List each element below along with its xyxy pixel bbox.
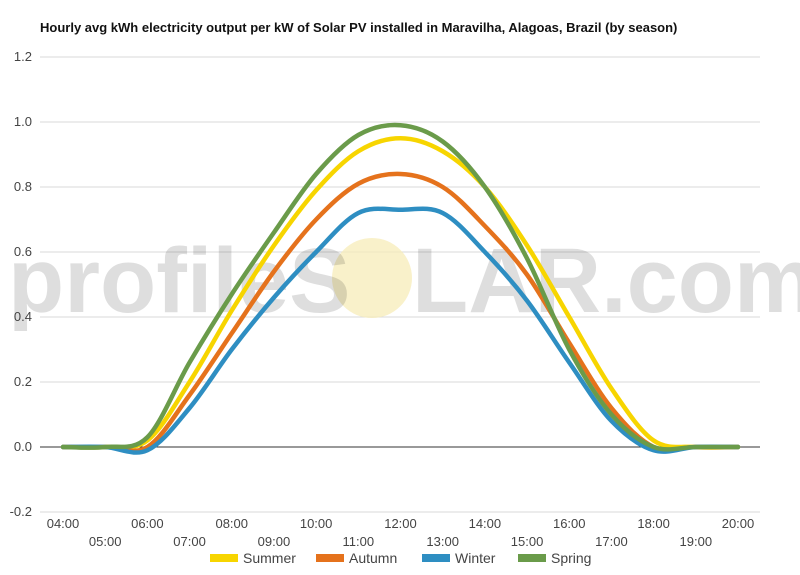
x-tick-label: 11:00: [343, 534, 375, 549]
x-tick-label: 12:00: [384, 516, 417, 531]
x-tick-label: 19:00: [680, 534, 713, 549]
x-tick-label: 05:00: [89, 534, 122, 549]
x-tick-label: 07:00: [173, 534, 206, 549]
y-tick-label: 0.8: [14, 179, 32, 194]
legend-label-summer: Summer: [243, 550, 296, 566]
x-tick-label: 10:00: [300, 516, 333, 531]
legend-swatch-winter: [422, 554, 450, 562]
legend-swatch-autumn: [316, 554, 344, 562]
x-tick-label: 08:00: [215, 516, 248, 531]
series-line-spring: [60, 122, 741, 452]
x-axis-ticks: 04:00 05:00 06:00 07:00 08:00 09:00 10:00 11:00…: [47, 516, 755, 549]
legend-swatch-summer: [210, 554, 238, 562]
x-tick-label: 13:00: [426, 534, 459, 549]
legend-label-spring: Spring: [551, 550, 591, 566]
x-tick-label: 14:00: [469, 516, 502, 531]
y-tick-label: 0.4: [14, 309, 32, 324]
watermark-text-right: LAR.com: [412, 230, 800, 332]
watermark-text-left: profileS: [8, 230, 350, 332]
series-line-autumn: [60, 171, 741, 454]
y-tick-label: 1.2: [14, 49, 32, 64]
y-tick-label: -0.2: [10, 504, 32, 519]
y-axis-ticks: -0.2 0.0 0.2 0.4 0.6 0.8 1.0 1.2: [10, 49, 32, 519]
x-tick-label: 06:00: [131, 516, 164, 531]
chart-title: Hourly avg kWh electricity output per kW…: [40, 20, 678, 35]
series-line-winter: [60, 206, 741, 455]
legend-label-autumn: Autumn: [349, 550, 397, 566]
y-tick-label: 1.0: [14, 114, 32, 129]
x-tick-label: 15:00: [511, 534, 544, 549]
y-tick-label: 0.2: [14, 374, 32, 389]
watermark-sun-icon: [332, 238, 412, 318]
y-tick-label: 0.0: [14, 439, 32, 454]
x-tick-label: 09:00: [258, 534, 291, 549]
x-tick-label: 17:00: [595, 534, 628, 549]
watermark: profileS LAR.com: [8, 230, 800, 332]
x-tick-label: 04:00: [47, 516, 80, 531]
x-tick-label: 16:00: [553, 516, 586, 531]
y-tick-label: 0.6: [14, 244, 32, 259]
legend-swatch-spring: [518, 554, 546, 562]
legend-label-winter: Winter: [455, 550, 496, 566]
series-line-summer: [60, 136, 741, 450]
legend: Summer Autumn Winter Spring: [210, 550, 591, 566]
x-tick-label: 18:00: [637, 516, 670, 531]
series-lines: [60, 122, 741, 455]
x-tick-label: 20:00: [722, 516, 755, 531]
